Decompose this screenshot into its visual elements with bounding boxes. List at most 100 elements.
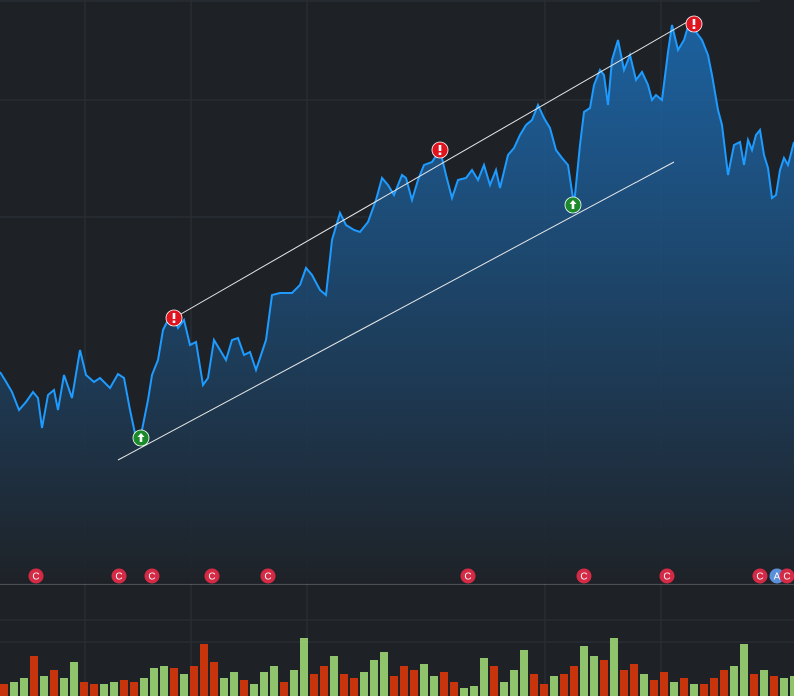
volume-bar [450,682,458,696]
event-label: C [148,572,155,583]
volume-bar [120,680,128,696]
event-label: C [783,572,790,583]
signal-icon [438,145,442,151]
signal-icon [692,26,696,29]
volume-bar [260,672,268,696]
volume-bar [570,666,578,696]
volume-bar [470,686,478,696]
volume-bar [230,672,238,696]
volume-bar [240,680,248,696]
event-label: C [464,572,471,583]
volume-bar [420,664,428,696]
volume-bar [640,674,648,696]
volume-bar [620,670,628,696]
volume-bar [440,672,448,696]
signal-marker [165,309,183,327]
volume-bar [650,680,658,696]
volume-bar [160,666,168,696]
event-badge [204,568,220,584]
signal-icon [438,152,442,155]
volume-bar [140,678,148,696]
volume-bar [700,684,708,696]
trend-line [117,161,675,461]
event-label: C [756,572,763,583]
signal-icon [172,313,176,319]
volume-bar [590,656,598,696]
volume-bar [110,682,118,696]
volume-bar [390,676,398,696]
volume-bar [500,682,508,696]
volume-bar [780,678,788,696]
volume-bar [200,644,208,696]
volume-bar [490,666,498,696]
volume-bar [210,662,218,696]
volume-bar [50,670,58,696]
event-label: C [663,572,670,583]
event-label: C [580,572,587,583]
volume-bar [480,658,488,696]
volume-bar [430,676,438,696]
volume-bar [400,666,408,696]
volume-bar [520,650,528,696]
volume-bar [600,660,608,696]
volume-bar [0,684,8,696]
event-badge [111,568,127,584]
volume-bar [40,676,48,696]
volume-bar [760,670,768,696]
volume-bar [170,668,178,696]
volume-bar [770,676,778,696]
volume-bar [540,684,548,696]
volume-bar [370,660,378,696]
volume-bar [410,670,418,696]
volume-bar [330,656,338,696]
volume-bar [510,670,518,696]
event-label: C [264,572,271,583]
volume-bar [360,672,368,696]
event-label: C [208,572,215,583]
volume-bar [270,666,278,696]
volume-bar [680,678,688,696]
volume-bar [100,684,108,696]
price-area [0,20,794,584]
volume-bar [10,682,18,696]
trend-line [173,17,695,319]
volume-bar [20,678,28,696]
volume-bar [320,666,328,696]
event-badge [260,568,276,584]
event-badge [576,568,592,584]
price-line [0,17,794,441]
event-badge [144,568,160,584]
volume-bar [90,684,98,696]
volume-bar [300,638,308,696]
volume-bar [340,674,348,696]
volume-bar [30,656,38,696]
event-badge [779,568,794,584]
volume-bar [720,670,728,696]
volume-bar [660,672,668,696]
event-label: A [774,572,781,583]
volume-bar [730,666,738,696]
volume-bar [750,674,758,696]
volume-bar [250,684,258,696]
volume-bar [460,688,468,696]
signal-marker [564,196,582,214]
signal-icon [569,200,577,209]
volume-bar [60,678,68,696]
volume-bar [220,678,228,696]
signal-marker [685,15,703,33]
volume-bar [610,638,618,696]
event-label: C [32,572,39,583]
volume-bar [790,676,794,696]
volume-bar [350,678,358,696]
volume-bar [290,670,298,696]
volume-bar [690,684,698,696]
event-label: C [115,572,122,583]
volume-bar [280,682,288,696]
signal-icon [172,320,176,323]
volume-bar [150,668,158,696]
volume-bar [580,646,588,696]
volume-bar [740,644,748,696]
volume-bar [180,674,188,696]
